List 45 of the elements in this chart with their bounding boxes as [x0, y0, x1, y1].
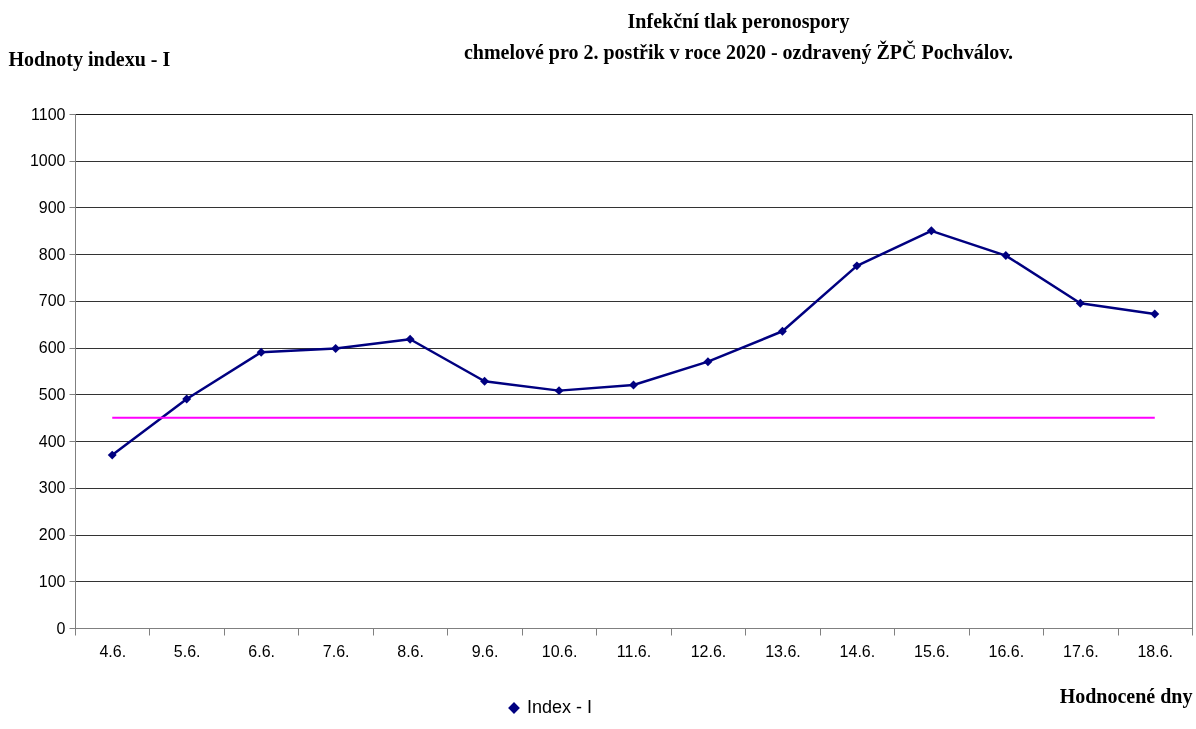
- y-tick-label: 800: [38, 245, 66, 263]
- point: [926, 226, 936, 236]
- point: [703, 357, 713, 367]
- chart-title: Infekční tlak peronospory chmelové pro 2. postřik v roce 2020 - ozdravený ŽPČ Pochválov.: [463, 10, 1014, 64]
- x-tick-label: 18.6.: [1137, 642, 1174, 660]
- y-tick-label: 200: [38, 526, 66, 544]
- legend-label: Index - I: [527, 697, 593, 717]
- point: [107, 450, 117, 460]
- point: [405, 334, 415, 344]
- point: [1150, 309, 1160, 319]
- x-tick-label: 4.6.: [99, 642, 127, 660]
- point: [1001, 251, 1011, 261]
- x-tick-label: 5.6.: [173, 642, 201, 660]
- y-tick-label: 900: [38, 198, 66, 216]
- y-tick-label: 700: [38, 292, 66, 310]
- y-tick-label: 0: [56, 619, 66, 637]
- x-tick-label: 7.6.: [322, 642, 350, 660]
- x-tick-label: 11.6.: [616, 642, 652, 660]
- y-tick-label: 1100: [31, 105, 66, 123]
- y-tick-label: 400: [38, 432, 66, 450]
- y-tick-label: 600: [38, 339, 66, 357]
- x-axis-title: Hodnocené dny: [1059, 684, 1193, 708]
- x-tick-label: 14.6.: [839, 642, 876, 660]
- point: [554, 386, 564, 396]
- x-tick-label: 12.6.: [690, 642, 727, 660]
- point: [852, 261, 862, 271]
- point: [182, 394, 192, 404]
- point: [777, 326, 787, 336]
- x-tick-label: 13.6.: [765, 642, 801, 660]
- x-tick-label: 15.6.: [914, 642, 950, 660]
- x-tick-label: 6.6.: [248, 642, 276, 660]
- point: [1075, 298, 1085, 308]
- x-tick-label: 17.6.: [1063, 642, 1099, 660]
- y-axis-title: Hodnoty indexu - I: [8, 47, 171, 71]
- x-tick-label: 8.6.: [397, 642, 424, 660]
- point: [480, 376, 490, 386]
- y-tick-label: 500: [38, 385, 66, 403]
- y-tick-label: 100: [38, 572, 66, 590]
- x-tick-label: 16.6.: [988, 642, 1025, 660]
- point: [331, 344, 341, 354]
- y-tick-label: 1000: [29, 152, 66, 170]
- point: [256, 347, 266, 357]
- x-tick-label: 9.6.: [471, 642, 499, 660]
- y-tick-label: 300: [38, 479, 66, 497]
- x-tick-label: 10.6.: [541, 642, 578, 660]
